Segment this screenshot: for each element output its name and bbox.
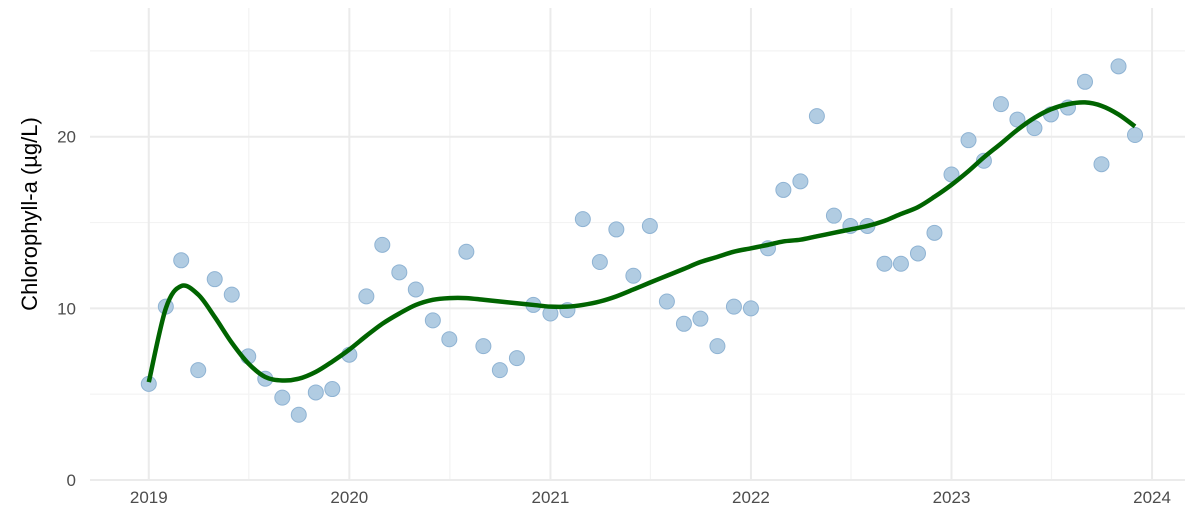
data-point	[876, 255, 893, 272]
x-tick-label: 2020	[330, 488, 368, 507]
data-point	[574, 211, 591, 228]
data-point	[658, 293, 675, 310]
data-point	[926, 224, 943, 241]
data-point	[491, 362, 508, 379]
data-point	[307, 384, 324, 401]
data-point	[892, 255, 909, 272]
data-point	[173, 252, 190, 269]
data-point	[1127, 127, 1144, 144]
data-point	[206, 271, 223, 288]
minor-gridlines	[90, 8, 1185, 480]
data-point	[675, 315, 692, 332]
y-tick-label: 10	[57, 299, 76, 318]
data-point	[358, 288, 375, 305]
observation-points	[140, 58, 1144, 423]
data-point	[591, 254, 608, 271]
smooth-trend	[146, 100, 1137, 383]
data-point	[692, 310, 709, 327]
data-point	[508, 350, 525, 367]
data-point	[909, 245, 926, 262]
major-gridlines	[90, 8, 1185, 481]
data-point	[641, 217, 658, 234]
data-point	[424, 312, 441, 329]
data-point	[960, 132, 977, 149]
data-point	[825, 207, 842, 224]
data-point	[725, 298, 742, 315]
data-point	[625, 267, 642, 284]
data-point	[374, 236, 391, 253]
x-tick-label: 2024	[1133, 488, 1171, 507]
data-point	[475, 338, 492, 355]
data-point	[1077, 73, 1094, 90]
y-axis-ticks: 0 10 20	[57, 128, 76, 490]
data-point	[792, 173, 809, 190]
x-tick-label: 2023	[933, 488, 971, 507]
data-point	[742, 300, 759, 317]
data-point	[407, 281, 424, 298]
data-point	[1093, 156, 1110, 173]
data-point	[391, 264, 408, 281]
data-point	[290, 406, 307, 423]
y-axis-title: Chlorophyll-a (µg/L)	[17, 117, 42, 311]
x-tick-label: 2021	[532, 488, 570, 507]
data-point	[458, 243, 475, 260]
data-point	[992, 96, 1009, 113]
data-point	[1026, 120, 1043, 137]
data-point	[709, 338, 726, 355]
x-axis-ticks: 2019 2020 2021 2022 2023 2024	[130, 488, 1171, 507]
x-tick-label: 2022	[732, 488, 770, 507]
data-point	[775, 181, 792, 198]
data-point	[324, 381, 341, 398]
data-point	[190, 362, 207, 379]
y-tick-label: 20	[57, 128, 76, 147]
data-point	[274, 389, 291, 406]
data-point	[441, 331, 458, 348]
x-tick-label: 2019	[130, 488, 168, 507]
data-point	[808, 108, 825, 125]
y-tick-label: 0	[67, 471, 76, 490]
data-point	[223, 286, 240, 303]
data-point	[1110, 58, 1127, 75]
smooth-trend-line	[146, 100, 1137, 383]
data-point	[608, 221, 625, 238]
